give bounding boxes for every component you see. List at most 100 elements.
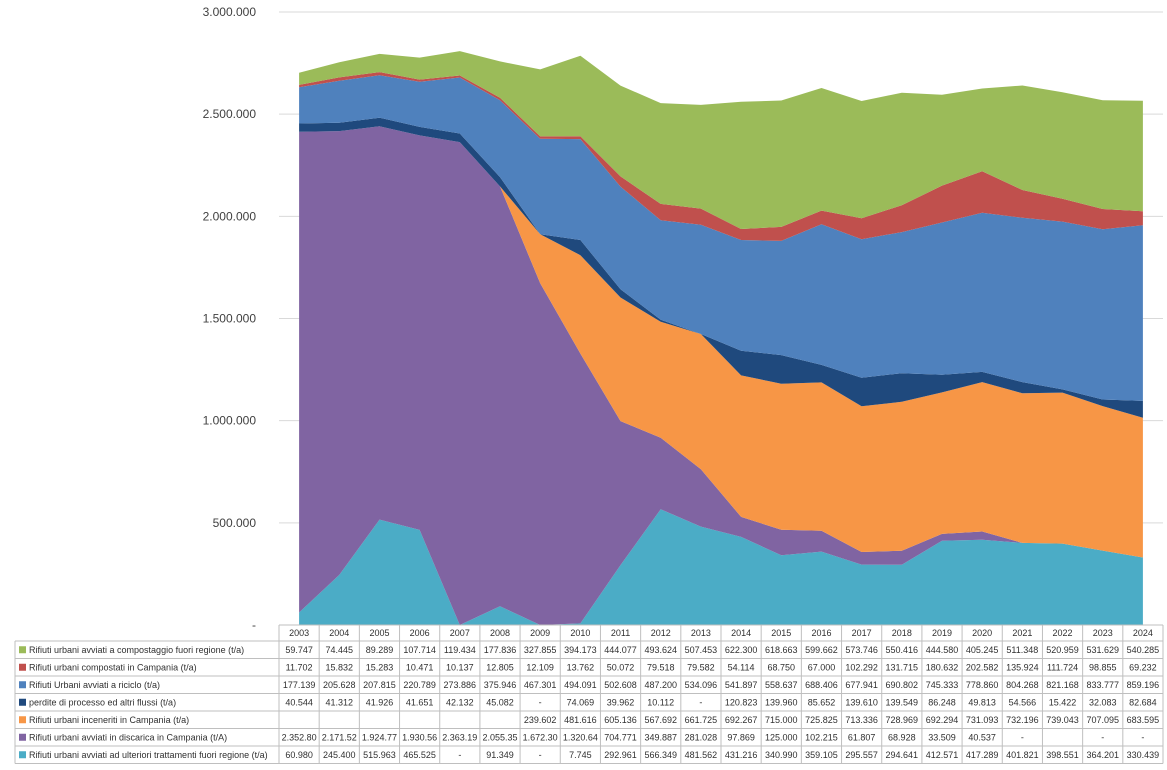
data-label: 431.216 [725,750,758,760]
data-label: 534.096 [685,680,718,690]
data-label: 1.320.64 [563,732,598,742]
y-axis: - 500.000 1.000.000 1.500.000 2.000.000 2.500… [203,5,257,632]
data-table: 2003 2004 2005 2006 2007 2008 2009 2010 2011 2012… [14,624,1164,764]
x-tick-label: 2013 [691,628,711,638]
data-label: 33.509 [928,732,956,742]
data-label: 833.777 [1086,680,1119,690]
legend-label: perdite di processo ed altri flussi (t/a… [29,697,176,707]
x-tick-label: 2016 [811,628,831,638]
data-label: 1.672.30 [523,732,558,742]
data-label: 481.616 [564,715,597,725]
data-label: 692.267 [725,715,758,725]
data-label: 417.289 [966,750,999,760]
data-label: 739.043 [1046,715,1079,725]
data-label: 540.285 [1127,645,1160,655]
data-label: - [699,697,702,707]
data-label: 97.869 [727,732,755,742]
data-label: 205.628 [323,680,356,690]
data-label: 245.400 [323,750,356,760]
data-label: 618.663 [765,645,798,655]
data-label: 139.610 [845,697,878,707]
data-label: 10.112 [647,697,674,707]
legend-label: Rifiuti urbani avviati ad ulteriori trat… [29,750,268,760]
y-tick-label: 1.500.000 [203,312,257,326]
data-label: 375.946 [484,680,517,690]
data-label: 202.582 [966,662,999,672]
x-tick-label: 2009 [530,628,550,638]
data-label: 207.815 [363,680,396,690]
data-label: 2.055.35 [482,732,517,742]
data-label: 67.000 [808,662,836,672]
data-label: 119.434 [444,645,476,655]
x-tick-label: 2007 [450,628,470,638]
data-label: 494.091 [564,680,597,690]
data-label: 511.348 [1006,645,1038,655]
data-label: 715.000 [765,715,798,725]
data-label: 340.990 [765,750,798,760]
data-label: 502.608 [604,680,637,690]
data-label: 69.232 [1129,662,1157,672]
x-tick-label: 2004 [329,628,349,638]
data-label: 68.750 [768,662,796,672]
data-label: 2.363.19 [442,732,477,742]
legend-swatch [19,698,26,706]
data-label: 550.416 [886,645,919,655]
legend-swatch [19,733,26,741]
legend-label: Rifiuti Urbani avviati a riciclo (t/a) [29,680,160,690]
data-label: 541.897 [725,680,758,690]
legend-label: Rifiuti urbani avviati a compostaggio fu… [29,645,244,655]
x-tick-label: 2019 [932,628,952,638]
legend-swatch [19,646,26,654]
data-label: 45.082 [486,697,514,707]
data-label: 41.312 [326,697,354,707]
data-label: - [1021,732,1024,742]
data-label: 68.928 [888,732,916,742]
data-label: 821.168 [1046,680,1079,690]
data-label: 15.832 [326,662,354,672]
y-tick-label: 500.000 [213,516,257,530]
data-label: 54.114 [728,662,755,672]
data-label: 398.551 [1046,750,1079,760]
data-label: 859.196 [1127,680,1160,690]
data-label: 327.855 [524,645,557,655]
legend-swatch [19,681,26,689]
data-label: 86.248 [928,697,956,707]
legend-label: Rifiuti urbani inceneriti in Campania (t… [29,715,189,725]
data-label: 12.109 [526,662,554,672]
area-rifiuti-urbani-avviati-ad-ulteriori-trattamenti-fuori-regione-t-a [299,509,1143,625]
data-label: 180.632 [926,662,959,672]
data-label: 405.245 [966,645,999,655]
data-label: 39.962 [607,697,635,707]
data-label: 139.960 [765,697,798,707]
data-label: 13.762 [567,662,595,672]
data-label: 531.629 [1086,645,1119,655]
data-label: 7.745 [569,750,592,760]
data-label: 50.072 [607,662,635,672]
data-label: 690.802 [886,680,919,690]
data-label: 359.105 [805,750,838,760]
data-label: 507.453 [685,645,718,655]
data-label: - [539,697,542,707]
data-label: 349.887 [644,732,677,742]
x-tick-label: 2023 [1093,628,1113,638]
data-label: 281.028 [685,732,718,742]
data-label: 745.333 [926,680,959,690]
data-label: 683.595 [1127,715,1160,725]
data-label: 364.201 [1086,750,1119,760]
data-label: 481.562 [685,750,718,760]
y-tick-label: 1.000.000 [203,414,257,428]
data-label: 661.725 [685,715,718,725]
data-label: 677.941 [845,680,878,690]
data-label: 295.557 [845,750,878,760]
data-label: 412.571 [926,750,959,760]
data-label: 177.139 [283,680,316,690]
area-rifiuti-urbani-compostati-in-campania-t-a [299,72,1143,241]
data-label: 778.860 [966,680,999,690]
data-label: 688.406 [805,680,838,690]
data-label: 40.537 [968,732,996,742]
legend-swatch [19,716,26,724]
legend-label: Rifiuti urbani compostati in Campania (t… [29,662,197,672]
data-label: 330.439 [1127,750,1160,760]
data-label: 1.924.77 [362,732,397,742]
data-label: 520.959 [1046,645,1079,655]
